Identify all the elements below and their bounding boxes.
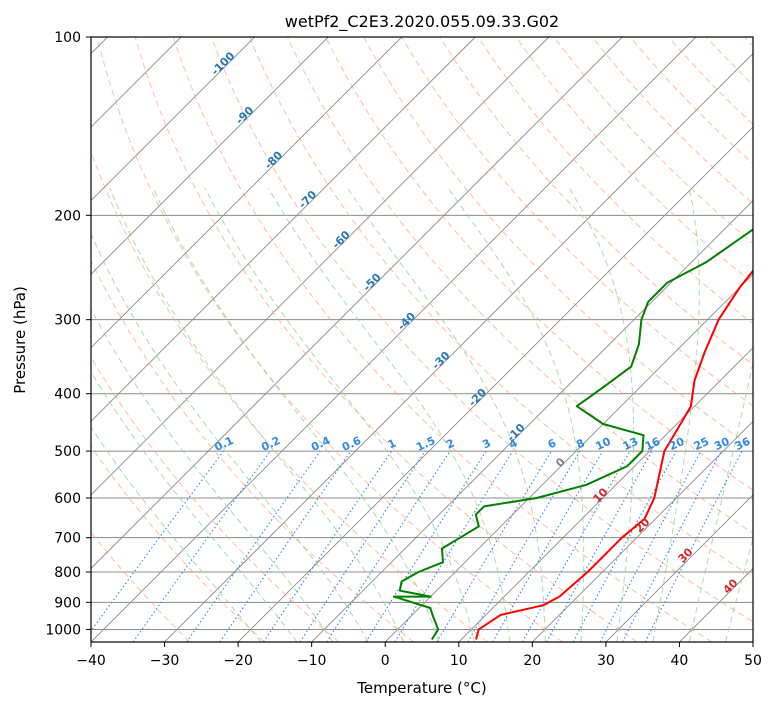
isotherm-line — [91, 37, 403, 349]
x-tick-label: 10 — [450, 653, 468, 669]
isotherm-line — [384, 273, 753, 642]
y-tick-label: 700 — [54, 531, 81, 547]
dry-adiabat-line — [629, 37, 753, 165]
mixing-ratio-line — [436, 450, 552, 642]
x-tick-label: −10 — [297, 653, 327, 669]
series-layer — [392, 228, 753, 641]
dry-adiabat-line — [91, 445, 265, 642]
dry-adiabat-line — [477, 37, 753, 325]
isotherm-line — [91, 37, 623, 570]
mixing-ratio-label: 25 — [692, 435, 711, 453]
x-axis-label: Temperature (°C) — [356, 679, 486, 697]
dry-adiabat-line — [591, 37, 753, 205]
isotherm-line — [91, 37, 329, 275]
plot-frame — [90, 36, 754, 643]
isotherm-line — [752, 641, 753, 642]
y-tick-label: 100 — [54, 30, 81, 46]
isotherm-line — [91, 37, 550, 496]
y-tick-label: 900 — [54, 595, 81, 611]
moist-adiabat-line — [91, 307, 334, 642]
temperature-profile-line — [475, 269, 753, 640]
x-tick-label: −30 — [150, 653, 180, 669]
moist-adiabat-line — [91, 232, 369, 642]
dry-adiabat-line — [172, 37, 713, 642]
isotherm-line — [164, 52, 753, 642]
moist-adiabat-line — [652, 188, 700, 642]
y-tick-label: 400 — [54, 387, 81, 403]
mixing-ratio-line — [219, 450, 352, 642]
y-tick-label: 300 — [54, 313, 81, 329]
dry-adiabat-line — [96, 37, 563, 642]
isotherm-line — [458, 347, 753, 642]
isotherm-line — [91, 37, 697, 642]
y-tick-label: 500 — [54, 444, 81, 460]
dry-adiabat-line — [363, 37, 753, 449]
mixing-ratio-line — [326, 450, 451, 642]
mixing-ratio-label: 30 — [712, 435, 732, 453]
dry-adiabat-line — [210, 37, 753, 623]
y-tick-label: 800 — [54, 565, 81, 581]
moist-adiabat-line — [152, 187, 440, 642]
x-axis: −40 −30 −20 −10 0 10 20 30 40 50 — [76, 642, 762, 669]
mixing-ratio-line — [186, 450, 321, 642]
mixing-ratio-line — [467, 450, 581, 642]
isotherm-line — [237, 126, 753, 642]
dry-adiabat-line — [325, 37, 753, 491]
mixing-ratio-line — [394, 450, 514, 642]
y-axis-label: Pressure (hPa) — [11, 286, 29, 394]
plot-background — [91, 37, 753, 642]
mixing-ratio-line — [132, 450, 271, 642]
dewpoint-profile-line — [392, 228, 753, 641]
moist-adiabat-line — [688, 360, 753, 642]
mixing-ratio-label: 10 — [593, 435, 613, 453]
y-tick-label: 1000 — [45, 622, 81, 638]
y-axis: 100 200 300 400 500 600 700 800 900 1000 — [45, 30, 91, 638]
dry-adiabat-line — [134, 37, 638, 642]
mixing-ratio-line — [492, 450, 604, 642]
x-tick-label: −20 — [223, 653, 253, 669]
mixing-ratio-line — [546, 450, 653, 642]
moist-adiabat-line — [204, 187, 475, 642]
x-tick-label: 20 — [523, 653, 541, 669]
dry-adiabat-line — [91, 259, 414, 642]
isotherm-line — [532, 420, 753, 642]
x-tick-label: 50 — [744, 653, 762, 669]
y-tick-label: 600 — [54, 491, 81, 507]
x-tick-label: 30 — [597, 653, 615, 669]
mixing-ratio-label: 20 — [667, 435, 687, 453]
mixing-ratio-line — [522, 450, 631, 642]
x-tick-label: 0 — [381, 653, 390, 669]
dry-adiabat-line — [248, 37, 753, 578]
background-lines — [91, 37, 753, 642]
mixing-ratio-label: 16 — [643, 435, 663, 453]
isotherm-line — [605, 494, 753, 642]
moist-adiabat-line — [109, 188, 405, 642]
moist-adiabat-line — [267, 187, 511, 642]
mixing-ratio-label: 36 — [733, 435, 753, 453]
chart-title: wetPf2_C2E3.2020.055.09.33.G02 — [285, 12, 559, 32]
x-tick-label: −40 — [76, 653, 106, 669]
mixing-ratio-label: 13 — [621, 435, 640, 453]
dry-adiabat-line — [401, 37, 753, 407]
isotherm-line — [91, 37, 476, 422]
isotherm-line — [91, 37, 255, 202]
x-tick-label: 40 — [671, 653, 689, 669]
moist-adiabat-line — [569, 187, 635, 642]
dry-adiabat-line — [515, 37, 753, 284]
y-tick-label: 200 — [54, 208, 81, 224]
mixing-ratio-line — [365, 450, 487, 642]
